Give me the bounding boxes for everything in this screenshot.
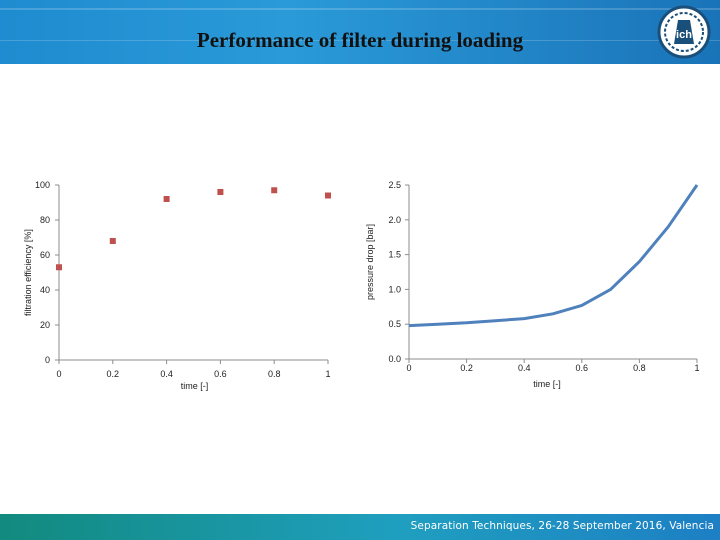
y-tick-label: 80	[40, 215, 50, 225]
efficiency-points	[56, 187, 331, 271]
y-tick-label: 1.0	[388, 284, 401, 294]
header-bar: Performance of filter during loading ich	[0, 0, 720, 64]
x-tick-label: 0.4	[160, 369, 173, 379]
efficiency-x-label: time [-]	[181, 381, 209, 391]
y-tick-label: 100	[35, 180, 50, 190]
y-tick-label: 0	[45, 355, 50, 365]
efficiency-point	[56, 264, 62, 271]
x-tick-label: 1	[694, 363, 699, 373]
page-title: Performance of filter during loading	[196, 28, 524, 52]
x-tick-label: 0.2	[460, 363, 473, 373]
x-tick-label: 0.8	[633, 363, 646, 373]
footer-bar: Separation Techniques, 26-28 September 2…	[0, 514, 720, 540]
ich-logo-icon: ich	[657, 5, 711, 59]
pressure-axes: 0.0 0.5 1.0 1.5 2.0 2.5 0 0.2 0.4 0.6 0.8 1	[388, 180, 699, 373]
efficiency-point	[271, 187, 278, 194]
x-tick-label: 0.6	[214, 369, 227, 379]
pressure-x-label: time [-]	[533, 379, 561, 389]
efficiency-point	[109, 238, 116, 244]
pressure-line	[408, 184, 699, 328]
x-tick-label: 0	[406, 363, 411, 373]
y-tick-label: 0.0	[388, 354, 401, 364]
x-tick-label: 0.2	[107, 369, 120, 379]
header-stripes	[0, 8, 720, 41]
pressure-line-group	[408, 184, 699, 328]
pressure-chart: 0.0 0.5 1.0 1.5 2.0 2.5 0 0.2 0.4 0.6 0.8 1 pressur…	[365, 180, 700, 389]
x-tick-label: 0	[56, 369, 61, 379]
efficiency-axes: 0 20 40 60 80 100 0 0.2 0.4 0.6 0.8 1	[35, 180, 331, 379]
efficiency-point	[217, 189, 224, 195]
y-tick-label: 0.5	[388, 319, 401, 329]
y-tick-label: 40	[40, 285, 50, 295]
x-tick-label: 0.6	[576, 363, 589, 373]
x-tick-label: 1	[325, 369, 330, 379]
efficiency-point	[163, 196, 170, 202]
efficiency-y-label: filtration efficiency [%]	[23, 229, 33, 316]
y-tick-label: 60	[40, 250, 50, 260]
footer-text: Separation Techniques, 26-28 September 2…	[410, 520, 714, 532]
x-tick-label: 0.8	[268, 369, 281, 379]
efficiency-point	[325, 192, 331, 199]
y-tick-label: 20	[40, 320, 50, 330]
y-tick-label: 2.5	[388, 180, 401, 190]
y-tick-label: 1.5	[388, 250, 401, 260]
x-tick-label: 0.4	[518, 363, 531, 373]
pressure-y-label: pressure drop [bar]	[365, 224, 375, 300]
efficiency-chart: 0 20 40 60 80 100 0 0.2 0.4 0.6 0.8 1 filtration ef…	[23, 180, 331, 391]
y-tick-label: 2.0	[388, 215, 401, 225]
logo-text: ich	[676, 29, 692, 41]
